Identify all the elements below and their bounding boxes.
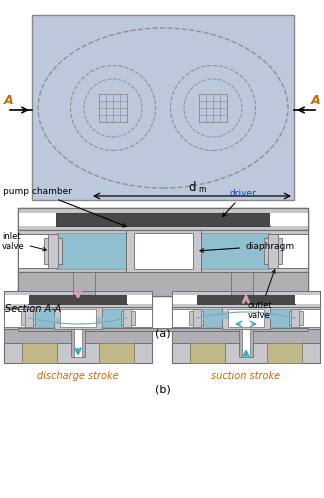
Bar [295,309,320,327]
Bar [295,295,320,304]
Text: outlet
valve: outlet valve [248,269,275,320]
Bar [99,94,127,122]
Text: (a): (a) [155,329,171,339]
Bar [4,291,152,307]
Bar [242,329,250,357]
Bar [222,307,270,329]
Bar [18,230,308,272]
Bar [44,238,62,264]
Bar [268,234,278,268]
Bar [18,272,308,296]
Bar [56,213,270,226]
Bar [4,309,29,327]
Bar [228,309,264,327]
Bar [172,309,197,327]
Bar [172,291,320,363]
Bar [71,329,85,357]
Text: diaphragm: diaphragm [200,242,294,252]
Bar [25,309,33,327]
Bar [54,307,102,329]
Bar [99,343,134,363]
Bar [197,309,295,327]
Bar [239,329,253,357]
Text: (b): (b) [155,385,171,395]
Bar [4,291,152,307]
Bar [60,309,96,327]
Bar [32,15,294,200]
Bar [21,311,35,325]
Text: driver: driver [223,189,257,217]
Bar [289,311,303,325]
Bar [127,295,152,304]
Bar [231,272,253,296]
Bar [18,208,308,296]
Bar [121,311,135,325]
Bar [74,329,82,357]
Bar [172,295,197,304]
Bar [18,328,308,331]
Bar [270,213,308,226]
Bar [190,343,225,363]
Text: suction stroke: suction stroke [212,371,281,381]
Bar [199,94,227,122]
Bar [270,234,308,268]
Bar [127,309,152,327]
Bar [172,291,320,307]
Bar [56,233,270,269]
Bar [123,309,131,327]
Bar [29,309,127,327]
Text: discharge stroke: discharge stroke [37,371,119,381]
Bar [4,295,29,304]
Bar [126,230,201,272]
Bar [18,213,56,226]
Bar [22,343,57,363]
Bar [193,309,201,327]
Bar [172,291,320,307]
Bar [4,307,152,329]
Bar [18,208,308,230]
Bar [18,234,56,268]
Text: pump chamber: pump chamber [3,187,126,227]
Bar [185,296,270,331]
Text: d: d [188,181,196,194]
Bar [189,311,203,325]
Bar [4,329,152,343]
Text: A: A [4,94,14,107]
Bar [134,233,193,269]
Bar [48,234,58,268]
Bar [4,291,152,363]
Bar [29,295,127,304]
Bar [197,295,295,304]
Text: inlet
valve: inlet valve [2,232,46,251]
Text: m: m [198,185,205,194]
Bar [172,307,320,329]
Text: Section A-A: Section A-A [5,304,61,314]
Text: A: A [311,94,321,107]
Bar [267,343,302,363]
Bar [264,238,282,264]
Bar [172,329,320,343]
Bar [291,309,299,327]
Bar [56,296,141,331]
Bar [18,208,308,230]
Bar [73,272,95,296]
